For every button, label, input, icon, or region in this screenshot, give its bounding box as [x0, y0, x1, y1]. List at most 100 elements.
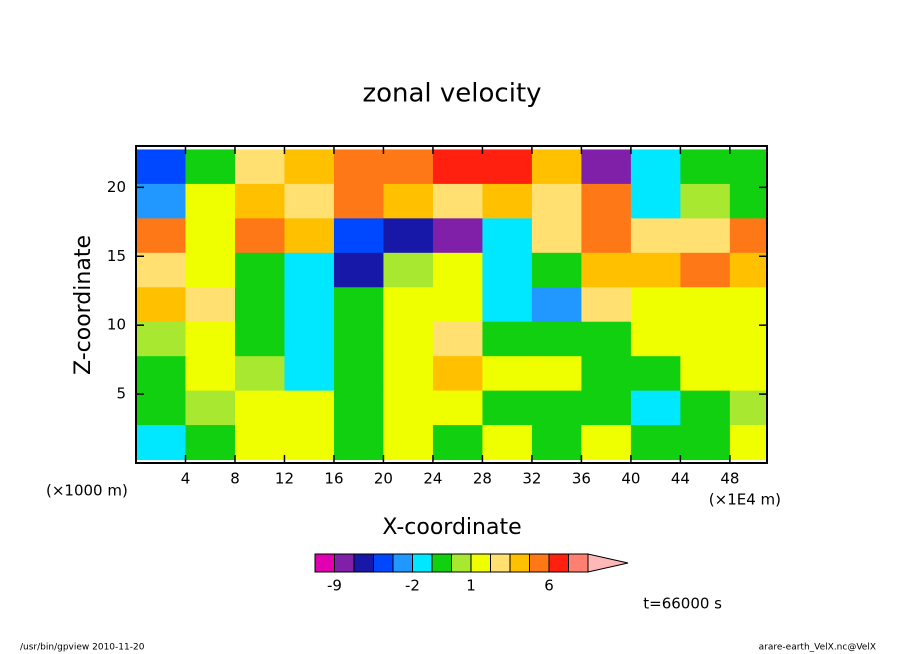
- colorbar-segment: [568, 553, 589, 573]
- cell: [680, 356, 731, 392]
- cell: [284, 356, 335, 392]
- cell: [729, 252, 767, 288]
- cell: [581, 390, 632, 426]
- cell: [185, 390, 236, 426]
- cell: [333, 149, 384, 185]
- cell: [284, 390, 335, 426]
- cell: [531, 287, 582, 323]
- cell: [432, 218, 483, 254]
- colorbar-segment: [490, 553, 511, 573]
- cell: [136, 321, 186, 357]
- colorbar-tick-label: 1: [466, 577, 476, 595]
- x-axis-label: X-coordinate: [382, 515, 521, 540]
- cell: [630, 356, 681, 392]
- cell: [383, 218, 434, 254]
- cell: [432, 321, 483, 357]
- cell: [729, 390, 767, 426]
- cell: [234, 252, 285, 288]
- colorbar-extension: [587, 553, 629, 573]
- cell: [234, 287, 285, 323]
- y-unit-label: (×1000 m): [46, 482, 128, 500]
- cell: [680, 149, 731, 185]
- cell: [630, 218, 681, 254]
- chart-title: zonal velocity: [362, 79, 541, 109]
- cell: [333, 321, 384, 357]
- cell: [333, 425, 384, 461]
- cell: [482, 183, 533, 219]
- cell: [136, 425, 186, 461]
- cell: [185, 252, 236, 288]
- cell: [432, 183, 483, 219]
- colorbar-segment: [470, 553, 491, 573]
- cell: [136, 356, 186, 392]
- cell: [432, 356, 483, 392]
- cell: [581, 149, 632, 185]
- x-tick-label: 12: [275, 470, 294, 488]
- cell: [482, 425, 533, 461]
- cell: [333, 183, 384, 219]
- cell: [630, 287, 681, 323]
- cell: [680, 252, 731, 288]
- cell: [234, 425, 285, 461]
- cell: [680, 287, 731, 323]
- colorbar-tick-label: -2: [405, 577, 420, 595]
- cell: [234, 390, 285, 426]
- cell: [383, 287, 434, 323]
- x-tick-label: 36: [572, 470, 591, 488]
- cell: [729, 183, 767, 219]
- cell: [581, 356, 632, 392]
- cell: [383, 425, 434, 461]
- x-tick-label: 44: [671, 470, 690, 488]
- cell: [581, 287, 632, 323]
- cell: [136, 183, 186, 219]
- cell: [185, 218, 236, 254]
- cell: [482, 218, 533, 254]
- cell: [383, 356, 434, 392]
- cell: [383, 183, 434, 219]
- cell: [432, 390, 483, 426]
- colorbar-tick-label: -9: [327, 577, 342, 595]
- cell: [185, 356, 236, 392]
- cell: [581, 252, 632, 288]
- cell: [234, 321, 285, 357]
- cell: [581, 218, 632, 254]
- cell: [284, 425, 335, 461]
- cell: [432, 425, 483, 461]
- cell: [482, 356, 533, 392]
- cell: [185, 425, 236, 461]
- cell: [284, 183, 335, 219]
- cell: [630, 321, 681, 357]
- cell: [531, 218, 582, 254]
- cell: [136, 218, 186, 254]
- cell: [729, 425, 767, 461]
- colorbar-segment: [353, 553, 374, 573]
- cell: [581, 183, 632, 219]
- cell: [284, 287, 335, 323]
- cell: [680, 218, 731, 254]
- colorbar-segment: [529, 553, 550, 573]
- x-tick-label: 16: [324, 470, 343, 488]
- y-tick-label: 20: [107, 178, 126, 196]
- cell: [333, 218, 384, 254]
- cell: [136, 287, 186, 323]
- cell: [729, 149, 767, 185]
- x-unit-label: (×1E4 m): [709, 491, 781, 509]
- plot-frame: [135, 145, 768, 464]
- cell: [333, 356, 384, 392]
- x-tick-label: 48: [720, 470, 739, 488]
- cell: [680, 425, 731, 461]
- cell: [383, 321, 434, 357]
- cell: [482, 252, 533, 288]
- cell: [185, 287, 236, 323]
- field: [136, 149, 767, 461]
- cell: [531, 356, 582, 392]
- cell: [185, 183, 236, 219]
- cell: [531, 390, 582, 426]
- cell: [284, 218, 335, 254]
- y-tick-label: 5: [116, 385, 126, 403]
- colorbar-tick-label: 6: [544, 577, 554, 595]
- cell: [482, 321, 533, 357]
- cell: [531, 183, 582, 219]
- cell: [581, 425, 632, 461]
